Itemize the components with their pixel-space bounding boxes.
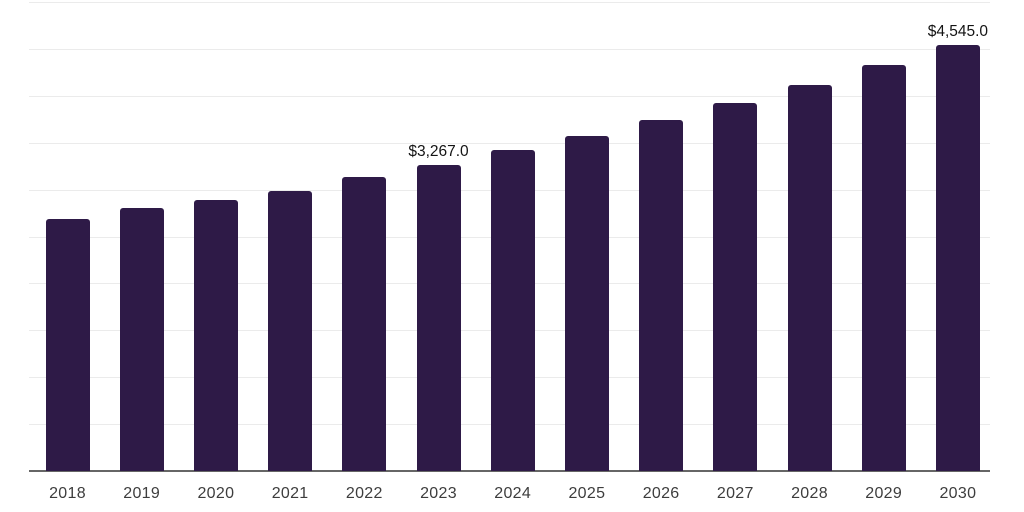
x-tick-label-2021: 2021 xyxy=(271,485,309,502)
bar-2026 xyxy=(639,119,684,471)
x-tick-label-2018: 2018 xyxy=(49,485,86,502)
bar-2024 xyxy=(490,149,535,471)
bar-value-label-2030: $4,545.0 xyxy=(927,22,989,40)
gridline xyxy=(29,48,990,50)
bar-2028 xyxy=(787,85,832,471)
x-tick-label-2020: 2020 xyxy=(197,485,235,502)
gridline xyxy=(29,2,990,3)
x-tick-label-2025: 2025 xyxy=(568,485,606,502)
x-tick-label-2022: 2022 xyxy=(345,485,383,502)
x-tick-label-2023: 2023 xyxy=(420,485,457,502)
bar-value-label-2023: $3,267.0 xyxy=(408,142,469,160)
bar-2020 xyxy=(193,199,238,471)
x-tick-label-2027: 2027 xyxy=(716,485,754,502)
bar-2030 xyxy=(935,44,980,471)
x-tick-label-2024: 2024 xyxy=(494,485,532,502)
bar-2021 xyxy=(268,190,313,471)
x-tick-label-2028: 2028 xyxy=(791,485,828,502)
bar-2019 xyxy=(119,207,164,471)
bar-2029 xyxy=(861,64,906,471)
bar-2027 xyxy=(713,102,758,471)
x-axis-line xyxy=(29,470,990,472)
gridline xyxy=(29,95,990,97)
x-tick-label-2029: 2029 xyxy=(865,485,903,502)
x-tick-label-2030: 2030 xyxy=(939,485,977,502)
bar-2025 xyxy=(564,136,609,471)
gridline xyxy=(29,142,990,144)
bar-2018 xyxy=(45,218,90,471)
x-tick-label-2026: 2026 xyxy=(642,485,680,502)
x-tick-label-2019: 2019 xyxy=(123,485,161,502)
bar-2022 xyxy=(342,177,387,471)
bar-2023 xyxy=(416,164,461,471)
